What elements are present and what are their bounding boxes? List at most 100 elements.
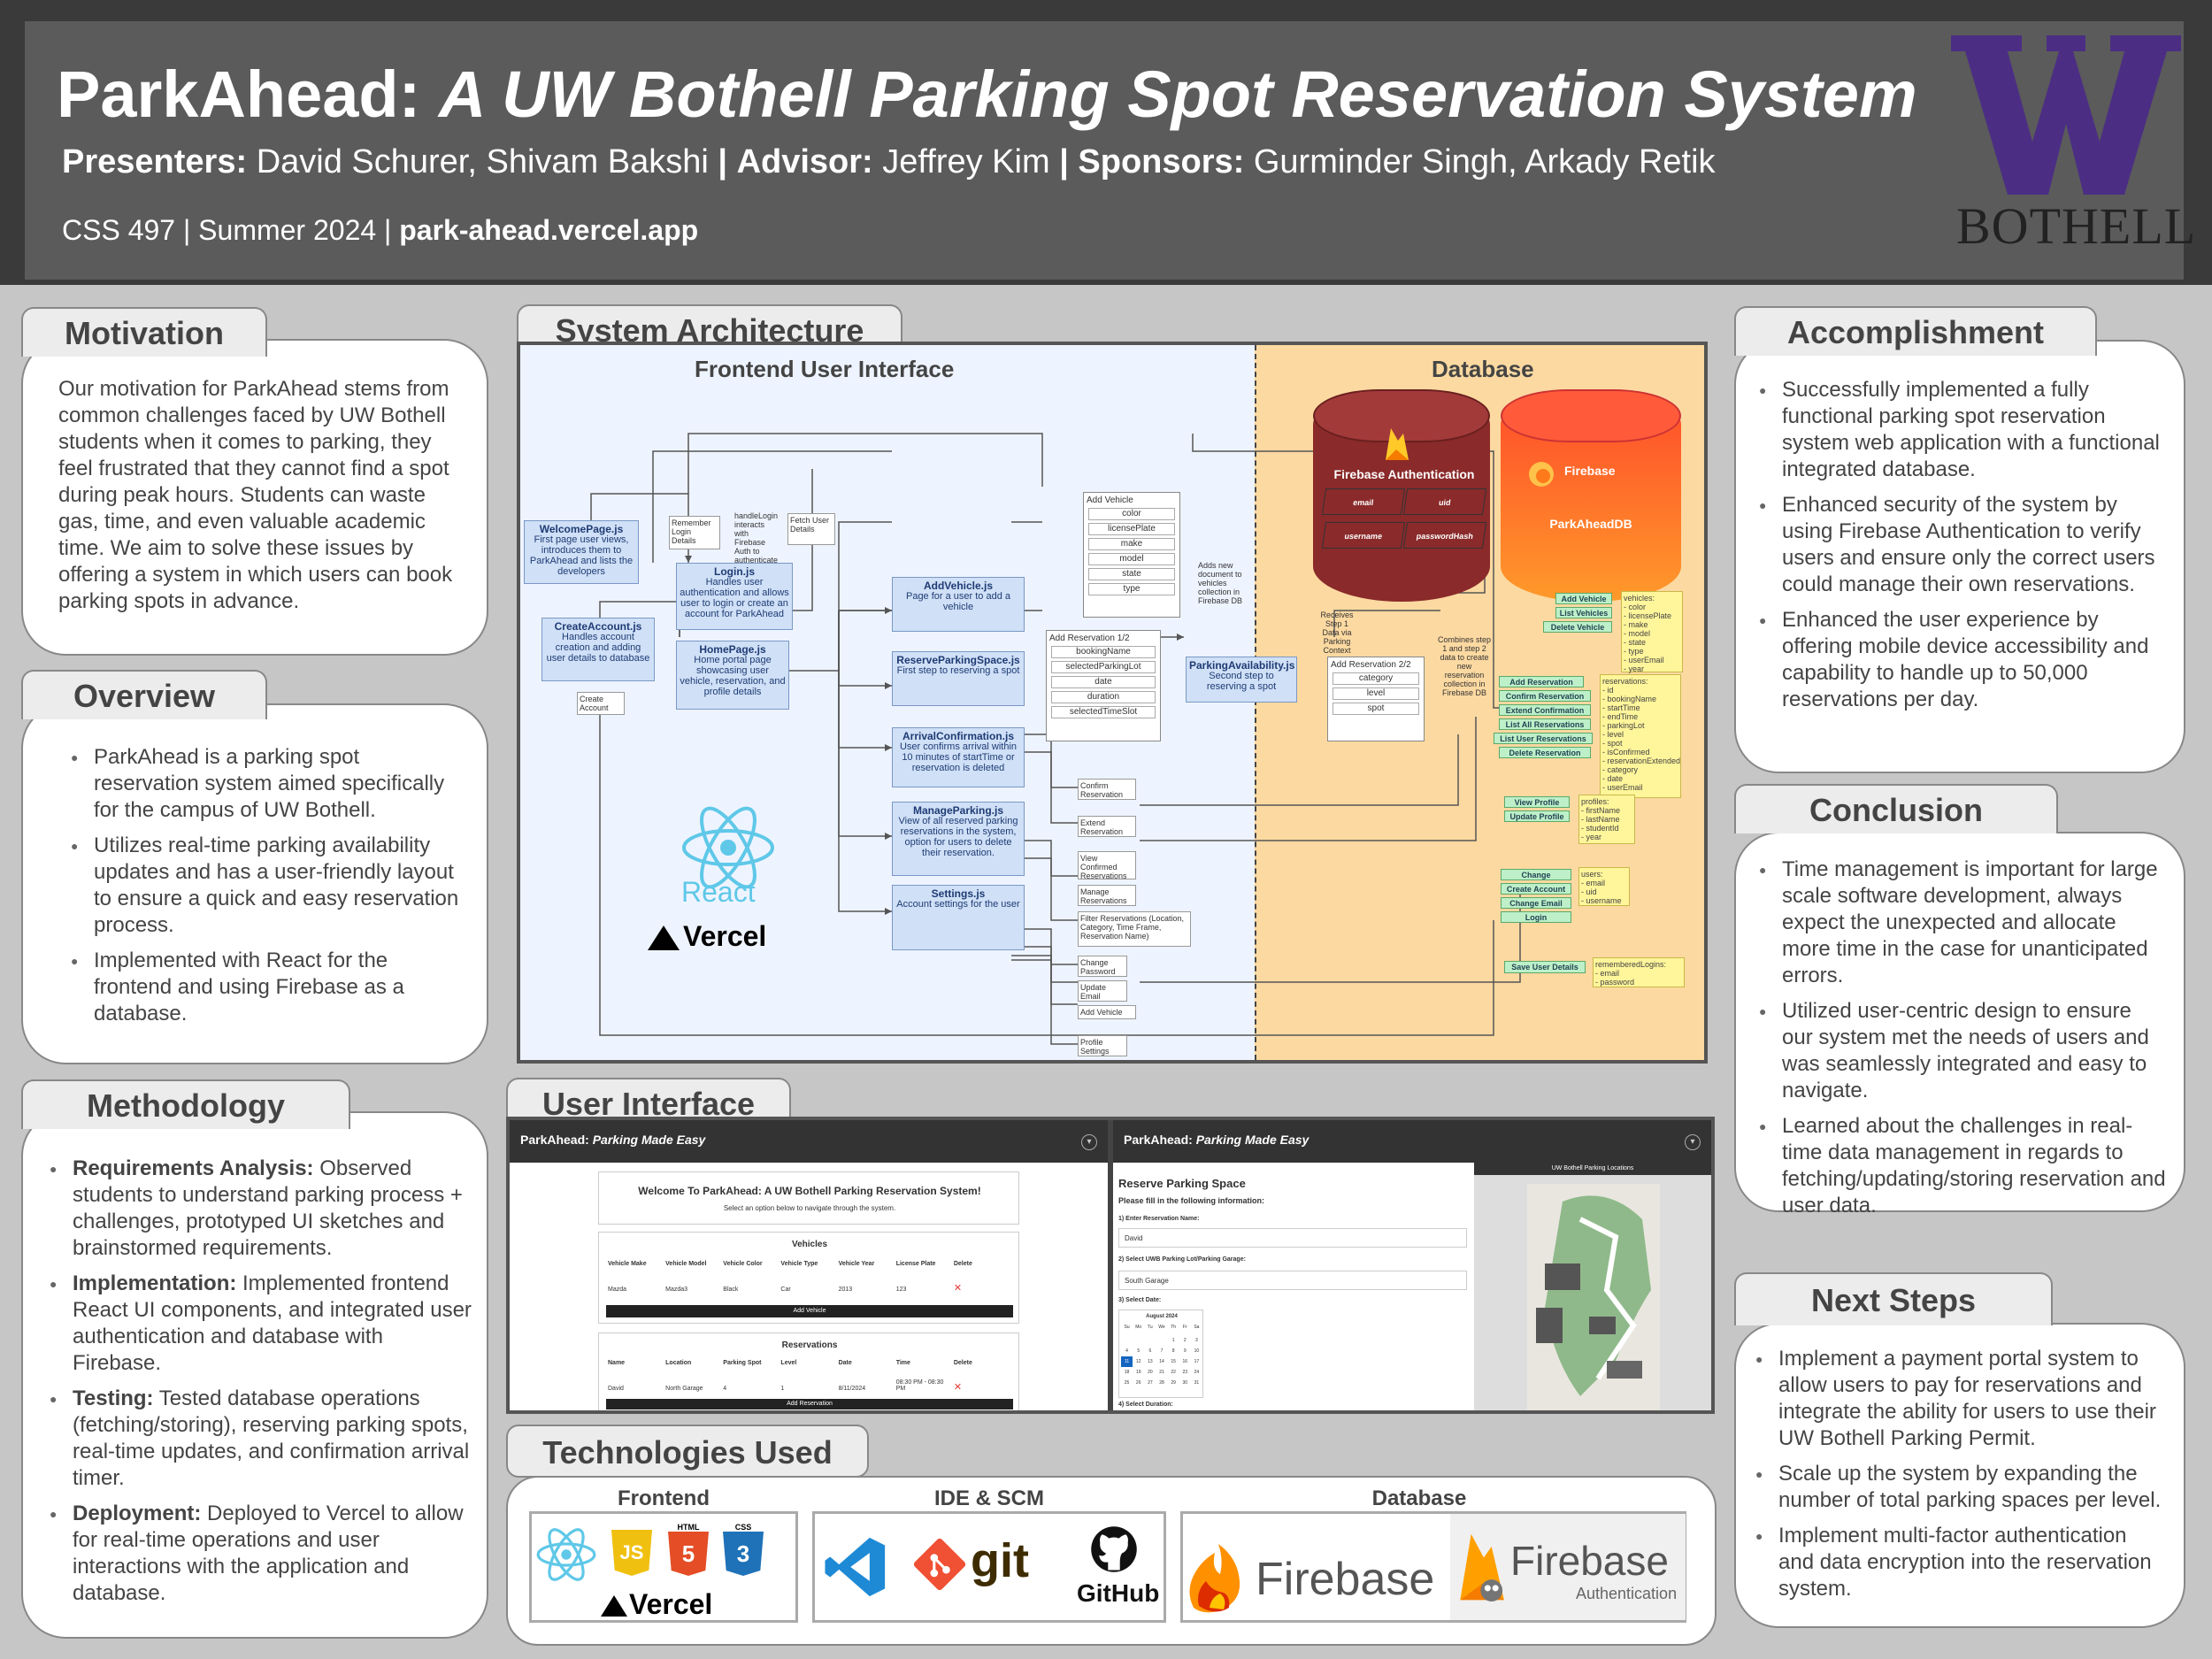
vehicles-fields: vehicles: - color - licensePlate - make … bbox=[1621, 591, 1683, 673]
calendar-day[interactable]: 14 bbox=[1159, 1359, 1164, 1364]
calendar-day[interactable]: 20 bbox=[1148, 1370, 1153, 1375]
calendar-day-label: Mo bbox=[1135, 1325, 1142, 1330]
calendar-day[interactable]: 7 bbox=[1160, 1348, 1164, 1354]
presenters-value: David Schurer, Shivam Bakshi bbox=[256, 143, 709, 180]
sponsors-value: Gurminder Singh, Arkady Retik bbox=[1253, 143, 1716, 180]
calendar-day[interactable]: 13 bbox=[1148, 1359, 1153, 1364]
bothell-wordmark: BOTHELL bbox=[1956, 197, 2197, 255]
calendar-day[interactable]: 30 bbox=[1182, 1380, 1188, 1386]
advisor-value: Jeffrey Kim bbox=[882, 143, 1050, 180]
calendar-day[interactable]: 2 bbox=[1183, 1338, 1187, 1343]
table-row: David North Garage 4 1 8/11/2024 08:30 PM - 0… bbox=[608, 1379, 1011, 1393]
method-label: Deployment: bbox=[73, 1502, 202, 1525]
html5-icon: HTML 5 bbox=[668, 1523, 709, 1578]
calendar-day[interactable]: 26 bbox=[1135, 1380, 1141, 1386]
reservations-title: Reservations bbox=[781, 1340, 838, 1350]
calendar-day[interactable]: 28 bbox=[1159, 1380, 1164, 1386]
q4-label: 4) Select Duration: bbox=[1118, 1402, 1173, 1408]
vehicles-header-row: Vehicle Make Vehicle Model Vehicle Color Ve… bbox=[608, 1261, 1011, 1267]
app-tagline: Parking Made Easy bbox=[1195, 1133, 1310, 1147]
calendar-day[interactable]: 29 bbox=[1171, 1380, 1176, 1386]
calendar-day[interactable]: 23 bbox=[1182, 1370, 1188, 1375]
table-header-cell: License Plate bbox=[895, 1261, 936, 1267]
calendar-day[interactable]: 1 bbox=[1171, 1338, 1175, 1343]
cylinder-top bbox=[1501, 389, 1681, 442]
menu-chevron-icon[interactable]: ▾ bbox=[1685, 1134, 1701, 1150]
firebase-wordmark: Firebase bbox=[1256, 1554, 1435, 1605]
calendar-day[interactable]: 27 bbox=[1148, 1380, 1153, 1386]
calendar-day[interactable]: 11 bbox=[1121, 1356, 1133, 1367]
firebase-auth-icon bbox=[1460, 1533, 1504, 1601]
calendar-day[interactable]: 4 bbox=[1125, 1348, 1128, 1354]
app-name: ParkAhead: bbox=[1124, 1133, 1193, 1147]
remember-note: Remember Login Details bbox=[669, 516, 720, 549]
date-picker[interactable]: August 2024 Su Mo Tu We Th Fr Sa 1 2 34 5 6 7 8 9 1011… bbox=[1118, 1310, 1203, 1398]
calendar-day[interactable]: 24 bbox=[1194, 1370, 1200, 1375]
vehicles-title: Vehicles bbox=[791, 1240, 828, 1249]
form-title: Add Reservation 1/2 bbox=[1049, 634, 1130, 643]
list-item: Testing: Tested database operations (fet… bbox=[50, 1386, 474, 1492]
firebase-db-label: Firebase bbox=[1564, 464, 1616, 478]
sponsors-label: Sponsors: bbox=[1078, 143, 1245, 180]
add-vehicle-node: AddVehicle.js Page for a user to add a ve… bbox=[892, 577, 1025, 632]
form-title: Add Vehicle bbox=[1087, 495, 1133, 505]
calendar-day[interactable]: 31 bbox=[1194, 1380, 1200, 1386]
q1-label: 1) Enter Reservation Name: bbox=[1118, 1216, 1200, 1222]
list-item: Implement a payment portal system to all… bbox=[1755, 1346, 2168, 1452]
homepage-node: HomePage.js Home portal page showcasing u… bbox=[676, 641, 789, 710]
motivation-title: Motivation bbox=[21, 307, 267, 357]
calendar-day[interactable]: 10 bbox=[1194, 1348, 1200, 1354]
calendar-day[interactable]: 3 bbox=[1195, 1338, 1198, 1343]
project-url[interactable]: park-ahead.vercel.app bbox=[399, 214, 699, 246]
menu-chevron-icon[interactable]: ▾ bbox=[1081, 1134, 1097, 1150]
conclusion-panel: Time management is important for large s… bbox=[1734, 832, 2185, 1217]
calendar-day[interactable]: 5 bbox=[1137, 1348, 1141, 1354]
css3-icon: CSS 3 bbox=[723, 1523, 764, 1578]
calendar-day[interactable]: 21 bbox=[1159, 1370, 1164, 1375]
db-op: View Profile bbox=[1504, 796, 1570, 808]
list-item: Implementation: Implemented frontend Rea… bbox=[50, 1271, 474, 1377]
firebase-flame-icon bbox=[1386, 428, 1409, 460]
list-item: Requirements Analysis: Observed students… bbox=[50, 1156, 474, 1262]
node-desc: Home portal page showcasing user vehicle… bbox=[680, 655, 786, 697]
calendar-day[interactable]: 18 bbox=[1124, 1370, 1130, 1375]
table-cell: Mazda bbox=[608, 1286, 627, 1293]
method-text: Tested database operations (fetching/sto… bbox=[73, 1386, 470, 1490]
separator: | bbox=[1059, 143, 1069, 180]
reservation-name-input[interactable]: David bbox=[1118, 1228, 1467, 1248]
calendar-day[interactable]: 12 bbox=[1135, 1359, 1141, 1364]
course-text: CSS 497 | Summer 2024 | bbox=[62, 214, 392, 246]
calendar-day[interactable]: 8 bbox=[1171, 1348, 1175, 1354]
motivation-text: Our motivation for ParkAhead stems from … bbox=[58, 377, 453, 613]
welcome-card: Welcome To ParkAhead: A UW Bothell Parki… bbox=[598, 1171, 1019, 1225]
architecture-diagram: Frontend User Interface Database bbox=[517, 342, 1708, 1064]
action-update-email: Update Email bbox=[1078, 980, 1127, 1002]
calendar-day[interactable]: 17 bbox=[1194, 1359, 1200, 1364]
table-cell: 1 bbox=[780, 1386, 785, 1392]
node-name: ArrivalConfirmation.js bbox=[902, 730, 1015, 742]
conclusion-list: Time management is important for large s… bbox=[1759, 856, 2166, 1228]
table-cell[interactable]: ✕ bbox=[953, 1382, 963, 1393]
table-header-cell: Vehicle Model bbox=[665, 1261, 707, 1267]
add-vehicle-button[interactable]: Add Vehicle bbox=[606, 1305, 1013, 1317]
calendar-day[interactable]: 6 bbox=[1148, 1348, 1152, 1354]
calendar-day[interactable]: 16 bbox=[1182, 1359, 1188, 1364]
calendar-day[interactable]: 19 bbox=[1135, 1370, 1141, 1375]
add-reservation-button[interactable]: Add Reservation bbox=[606, 1399, 1013, 1409]
list-item: Implemented with React for the frontend … bbox=[71, 948, 460, 1027]
calendar-day[interactable]: 9 bbox=[1183, 1348, 1187, 1354]
node-desc: User confirms arrival within 10 minutes … bbox=[899, 741, 1018, 773]
node-name: CreateAccount.js bbox=[554, 620, 642, 633]
table-cell[interactable]: ✕ bbox=[953, 1283, 963, 1294]
list-item: Utilizes real-time parking availability … bbox=[71, 833, 460, 939]
parking-lot-select[interactable]: South Garage bbox=[1118, 1271, 1467, 1290]
method-text: Observed students to understand parking … bbox=[73, 1156, 463, 1260]
title-italic: A UW Bothell Parking Spot Reservation Sy… bbox=[438, 58, 1917, 131]
github-wordmark: GitHub bbox=[1077, 1579, 1160, 1607]
calendar-day[interactable]: 22 bbox=[1171, 1370, 1176, 1375]
firebase-db-flame-icon bbox=[1529, 462, 1554, 487]
uw-bothell-logo: BOTHELL bbox=[1951, 35, 2195, 257]
calendar-day[interactable]: 15 bbox=[1171, 1359, 1176, 1364]
db-op: List Vehicles bbox=[1555, 607, 1612, 618]
calendar-day[interactable]: 25 bbox=[1124, 1380, 1130, 1386]
